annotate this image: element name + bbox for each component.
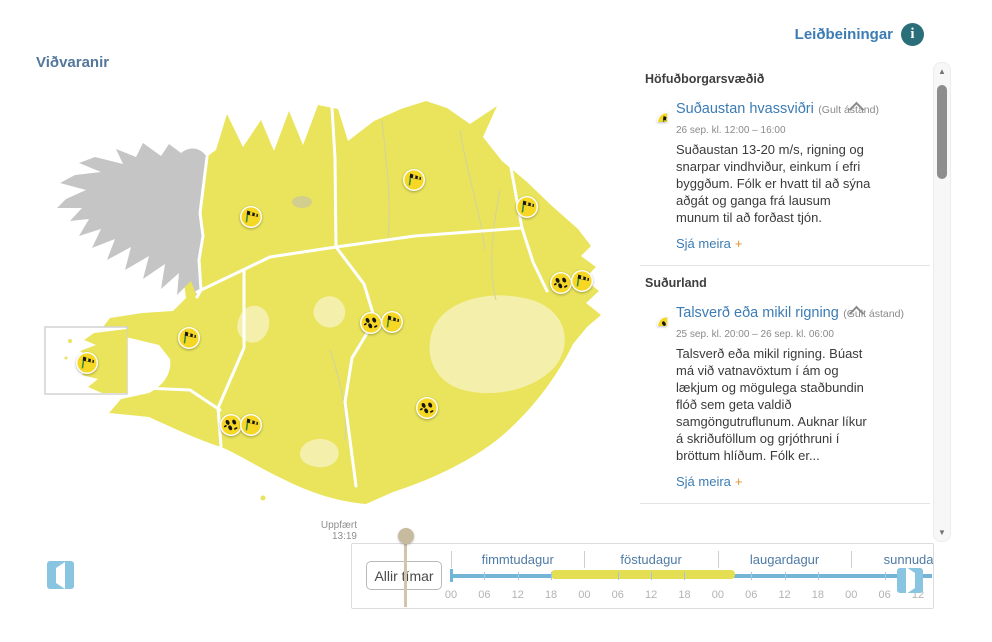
warning-item: Suðaustan hvassviðri (Gult ástand) 26 se… bbox=[640, 514, 932, 517]
day-separator bbox=[717, 551, 719, 568]
timeline-hour-label: 12 bbox=[778, 589, 791, 601]
map-warning-windsock-icon[interactable] bbox=[240, 206, 262, 228]
timeline-day-label: fimmtudagur bbox=[481, 552, 554, 567]
map-region-borders bbox=[120, 106, 549, 488]
iceland-warning-map[interactable] bbox=[30, 50, 630, 520]
map-warning-windsock-icon[interactable] bbox=[178, 327, 200, 349]
map-warning-windsock-icon[interactable] bbox=[76, 352, 98, 374]
timeline-hour-label: 06 bbox=[878, 589, 891, 601]
timeline-hour-label: 06 bbox=[745, 589, 758, 601]
warning-title[interactable]: Suðaustan hvassviðri bbox=[676, 101, 814, 117]
hour-tick bbox=[517, 572, 519, 580]
hour-tick bbox=[684, 572, 686, 580]
warning-text: Suðaustan 13-20 m/s, rigning og snarpar … bbox=[676, 142, 871, 225]
hour-tick bbox=[817, 572, 819, 580]
region-title: Suðurland bbox=[645, 276, 707, 290]
timeline-next-button[interactable] bbox=[897, 567, 923, 594]
map-warning-windsock-icon[interactable] bbox=[516, 196, 538, 218]
warning-type-icon bbox=[645, 100, 667, 122]
info-icon[interactable]: i bbox=[901, 23, 924, 46]
see-more-link[interactable]: Sjá meira + bbox=[676, 474, 932, 489]
page-title: Viðvaranir bbox=[36, 54, 110, 71]
map-warning-rain-icon[interactable] bbox=[416, 397, 438, 419]
map-warning-rain-icon[interactable] bbox=[550, 272, 572, 294]
hour-tick bbox=[784, 572, 786, 580]
timeline-hour-label: 12 bbox=[511, 589, 524, 601]
hour-tick bbox=[484, 572, 486, 580]
warning-type-icon bbox=[645, 304, 667, 326]
timeline-hour-label: 00 bbox=[845, 589, 858, 601]
region-title: Höfuðborgarsvæðið bbox=[645, 72, 765, 86]
hour-tick bbox=[651, 572, 653, 580]
timeline-hour-label: 06 bbox=[611, 589, 624, 601]
hour-tick bbox=[617, 572, 619, 580]
see-more-link[interactable]: Sjá meira + bbox=[676, 236, 932, 251]
time-slider-stem bbox=[404, 536, 407, 607]
hour-tick bbox=[884, 572, 886, 580]
warning-level: (Gult ástand) bbox=[818, 104, 879, 116]
timeline-hour-label: 00 bbox=[711, 589, 724, 601]
timeline-active-range[interactable] bbox=[551, 570, 735, 579]
timeline-hour-label: 00 bbox=[444, 589, 458, 601]
timeline-hour-label: 18 bbox=[544, 589, 558, 601]
map-warning-windsock-icon[interactable] bbox=[571, 270, 593, 292]
timeline-day-label: föstudagur bbox=[620, 552, 682, 567]
timeline-day-label: sunnudagur bbox=[883, 552, 934, 567]
help-label[interactable]: Leiðbeiningar bbox=[794, 26, 893, 43]
timeline-hour-label: 18 bbox=[811, 589, 825, 601]
map-warning-windsock-icon[interactable] bbox=[403, 169, 425, 191]
warning-level: (Gult ástand) bbox=[843, 308, 904, 320]
arrow-left-icon bbox=[56, 561, 65, 589]
scrollbar-thumb[interactable] bbox=[937, 85, 947, 179]
scroll-up-icon[interactable]: ▲ bbox=[938, 67, 946, 76]
map-warning-rain-icon[interactable] bbox=[360, 312, 382, 334]
map-inset[interactable] bbox=[44, 326, 128, 395]
hour-tick bbox=[551, 572, 553, 580]
time-slider-handle[interactable] bbox=[398, 528, 414, 544]
scroll-down-icon[interactable]: ▼ bbox=[938, 528, 946, 537]
sidebar-scrollbar[interactable]: ▲ ▼ bbox=[933, 62, 951, 542]
see-more-label[interactable]: Sjá meira bbox=[676, 474, 731, 489]
day-separator bbox=[851, 551, 853, 568]
timeline-hour-label: 00 bbox=[578, 589, 591, 601]
warning-period: 25 sep. kl. 20:00 – 26 sep. kl. 06:00 bbox=[676, 329, 834, 340]
day-separator bbox=[451, 551, 452, 568]
warning-text: Talsverð eða mikil rigning. Búast má við… bbox=[676, 346, 867, 463]
divider bbox=[640, 265, 930, 266]
arrow-right-icon bbox=[905, 567, 915, 594]
map-islet bbox=[260, 495, 266, 501]
map-rivers bbox=[329, 119, 501, 441]
timeline-prev-button[interactable] bbox=[47, 561, 74, 589]
hour-tick bbox=[751, 572, 753, 580]
region-section: Höfuðborgarsvæðið Suðaustan hvassviðri (… bbox=[640, 72, 932, 266]
updated-timestamp: Uppfært 13:19 bbox=[320, 520, 357, 542]
timeline-panel: Allir tímar fimmtudagur föstudagur laugard… bbox=[351, 543, 934, 609]
day-separator bbox=[584, 551, 586, 568]
warning-period: 26 sep. kl. 12:00 – 16:00 bbox=[676, 125, 786, 136]
divider bbox=[640, 503, 930, 504]
see-more-label[interactable]: Sjá meira bbox=[676, 236, 731, 251]
timeline-hour-label: 12 bbox=[645, 589, 658, 601]
plus-icon: + bbox=[734, 236, 743, 251]
help-link[interactable]: Leiðbeiningar i bbox=[795, 23, 924, 46]
warning-item: Suðaustan hvassviðri (Gult ástand) 26 se… bbox=[640, 96, 932, 266]
timeline-hour-label: 06 bbox=[478, 589, 491, 601]
warning-item: Talsverð eða mikil rigning (Gult ástand)… bbox=[640, 300, 932, 504]
region-section: Suðurland Talsverð eða mikil rigning (Gu… bbox=[640, 276, 932, 517]
timeline-day-label: laugardagur bbox=[749, 552, 820, 567]
timeline-hour-label: 18 bbox=[678, 589, 691, 601]
map-hill bbox=[292, 196, 312, 208]
map-westfjords-gray[interactable] bbox=[57, 143, 207, 297]
map-warning-windsock-icon[interactable] bbox=[240, 414, 262, 436]
map-warning-rain-icon[interactable] bbox=[220, 414, 242, 436]
map-warning-windsock-icon[interactable] bbox=[381, 311, 403, 333]
warnings-sidebar: Höfuðborgarsvæðið Suðaustan hvassviðri (… bbox=[640, 62, 932, 517]
warning-title[interactable]: Talsverð eða mikil rigning bbox=[676, 305, 839, 321]
plus-icon: + bbox=[734, 474, 743, 489]
